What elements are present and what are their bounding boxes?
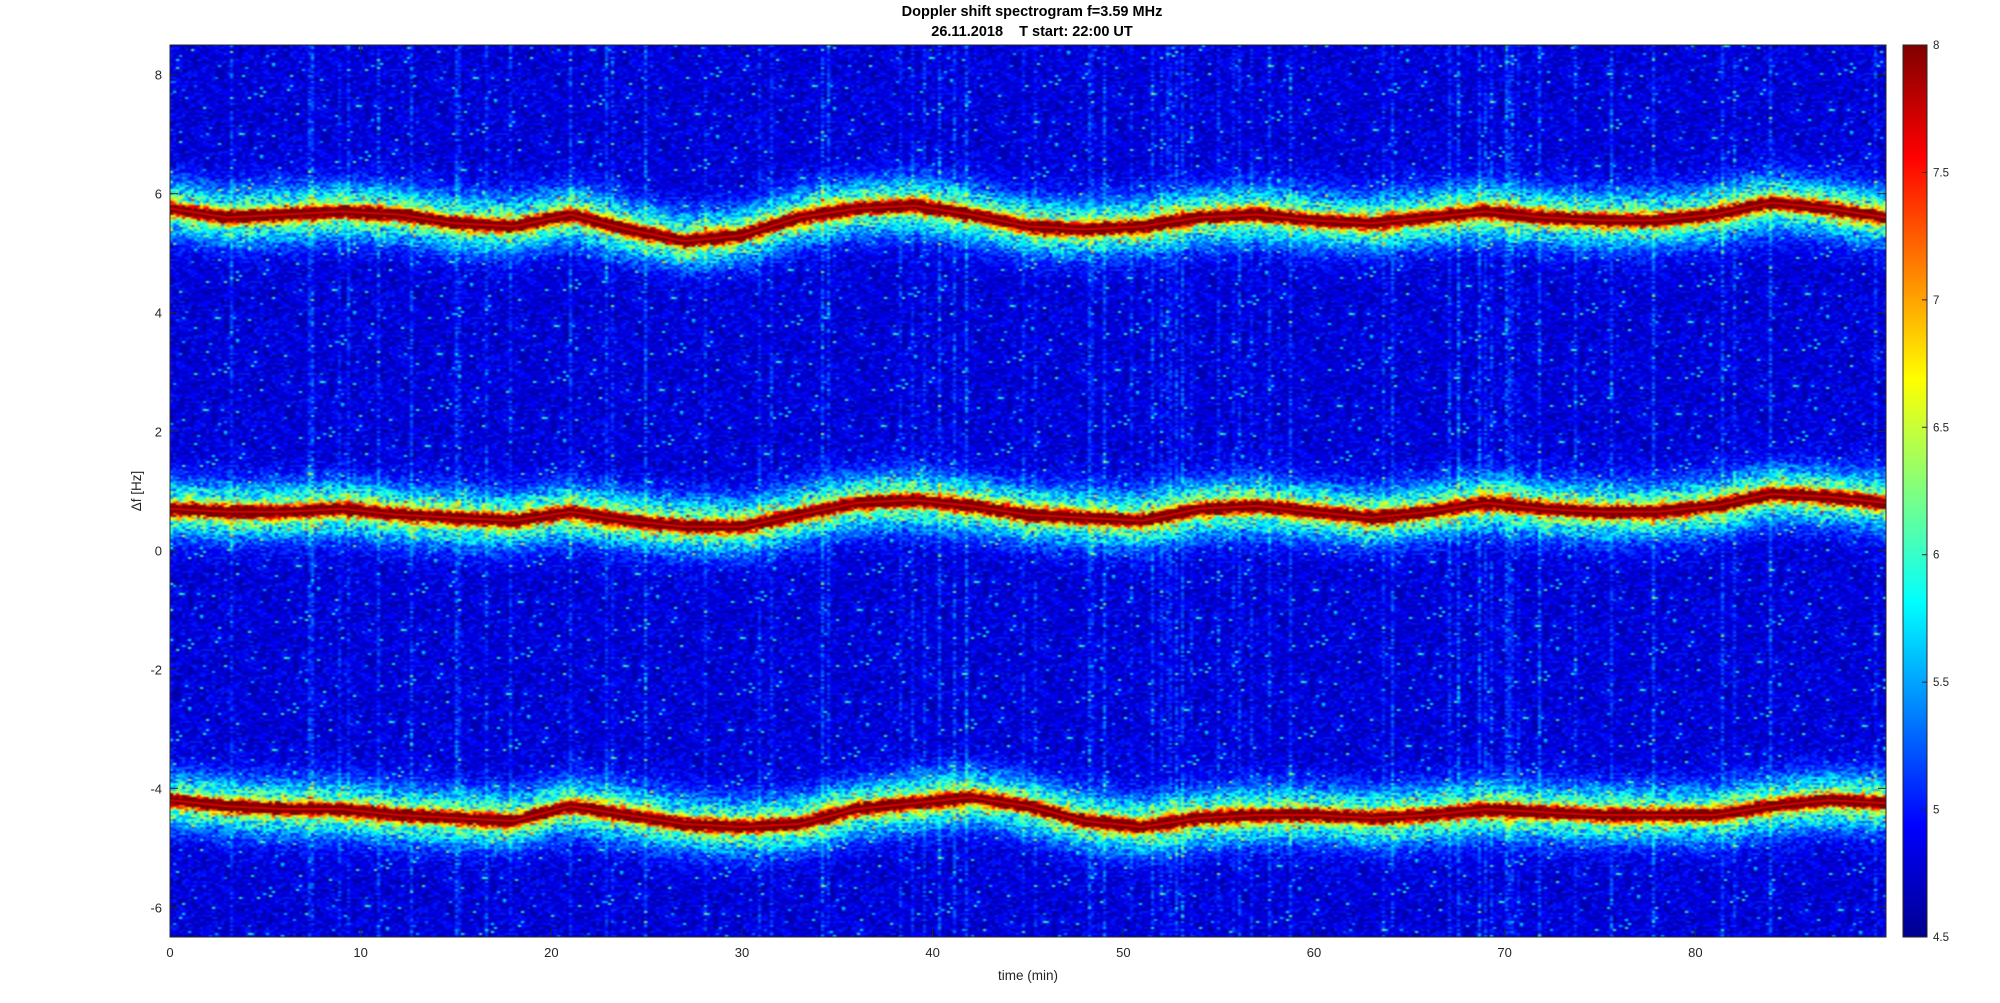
- x-tick-label: 0: [166, 945, 173, 960]
- colorbar-tick-label: 7.5: [1933, 167, 1949, 179]
- x-axis-label: time (min): [998, 968, 1058, 983]
- x-tick-label: 80: [1688, 945, 1702, 960]
- y-tick-label: -2: [150, 662, 162, 677]
- y-tick-label: 4: [155, 306, 162, 321]
- heatmap-image: [170, 45, 1886, 937]
- colorbar-ticks: 4.5 5 5.5 6 6.5 7 7.5 8: [1922, 40, 1949, 944]
- colorbar-tick-label: 8: [1933, 40, 1939, 52]
- colorbar-gradient: [1902, 44, 1928, 938]
- colorbar-tick-label: 6.5: [1933, 422, 1949, 434]
- plot-area: [169, 44, 1887, 938]
- colorbar-tick-label: 7: [1933, 295, 1939, 307]
- y-tick-label: 8: [155, 68, 162, 83]
- ridge-series-line: [169, 201, 1887, 243]
- x-tick-label: 70: [1497, 945, 1511, 960]
- ridge-lines: [169, 201, 1887, 829]
- colorbar-tick-label: 5: [1933, 805, 1939, 817]
- y-axis-label: Δf [Hz]: [129, 471, 144, 512]
- x-axis: 0 10 20 30 40 50 60 70 80: [166, 45, 1703, 960]
- x-tick-label: 60: [1307, 945, 1321, 960]
- y-tick-label: 2: [155, 425, 162, 440]
- x-tick-label: 20: [544, 945, 558, 960]
- colorbar-tick-label: 4.5: [1933, 932, 1949, 944]
- colorbar-tick-label: 5.5: [1933, 677, 1949, 689]
- x-tick-label: 10: [353, 945, 367, 960]
- x-tick-label: 50: [1116, 945, 1130, 960]
- chart-subtitle: 26.11.2018 T start: 22:00 UT: [931, 24, 1133, 40]
- colorbar-tick-label: 6: [1933, 550, 1939, 562]
- ridge-series-line: [169, 796, 1887, 829]
- y-tick-label: 0: [155, 543, 162, 558]
- x-tick-label: 40: [925, 945, 939, 960]
- x-tick-label: 30: [735, 945, 749, 960]
- chart-title: Doppler shift spectrogram f=3.59 MHz: [902, 4, 1163, 20]
- y-tick-label: 6: [155, 187, 162, 202]
- ridge-series-line: [169, 492, 1887, 528]
- colorbar: 4.5 5 5.5 6 6.5 7 7.5 8: [1902, 40, 1949, 944]
- plot-frame: [169, 44, 1887, 938]
- y-tick-label: -6: [150, 900, 162, 915]
- y-axis: -6 -4 -2 0 2 4 6 8: [150, 68, 1886, 915]
- y-tick-label: -4: [150, 781, 162, 796]
